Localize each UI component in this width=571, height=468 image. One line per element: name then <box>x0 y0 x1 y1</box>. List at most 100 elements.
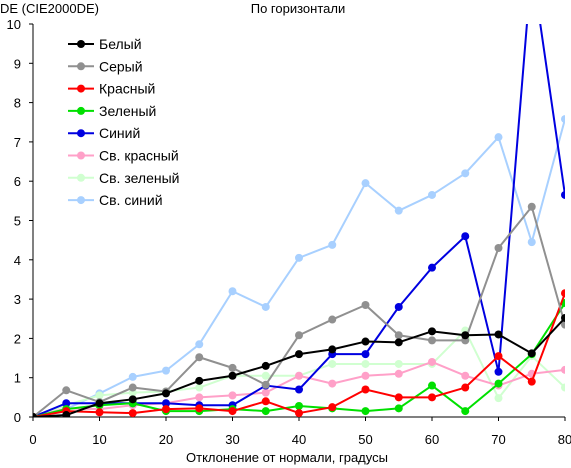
x-axis-label: Отклонение от нормали, градусы <box>186 450 388 465</box>
data-point <box>228 371 237 380</box>
legend-label: Серый <box>99 58 143 74</box>
data-point <box>428 381 436 390</box>
data-point <box>295 371 303 380</box>
data-point <box>261 397 270 406</box>
legend-swatch-marker <box>77 40 85 48</box>
legend-label: Зеленый <box>99 103 156 119</box>
legend-item: Зеленый <box>68 103 156 119</box>
legend-swatch-marker <box>77 129 85 138</box>
data-point <box>494 244 503 253</box>
data-point <box>494 379 503 388</box>
data-point <box>128 383 137 392</box>
x-tick-label: 0 <box>29 432 36 447</box>
data-point <box>162 366 170 375</box>
data-point <box>394 369 403 378</box>
data-point <box>95 399 104 408</box>
data-point <box>394 393 403 402</box>
data-point <box>494 330 503 339</box>
data-point <box>195 383 204 392</box>
y-tick-label: 7 <box>14 135 21 150</box>
data-point <box>494 133 503 142</box>
data-point <box>195 340 204 349</box>
x-tick-label: 40 <box>292 432 306 447</box>
data-point <box>428 357 436 366</box>
data-point <box>561 365 565 374</box>
data-point <box>128 409 137 417</box>
legend-swatch-marker <box>77 196 85 205</box>
data-point <box>394 359 403 368</box>
legend-item: Красный <box>68 81 155 97</box>
data-point <box>228 407 237 416</box>
data-point <box>494 367 503 376</box>
data-point <box>527 202 536 211</box>
data-point <box>328 315 337 324</box>
data-point <box>428 327 436 336</box>
data-point <box>261 380 270 389</box>
data-point <box>62 399 71 408</box>
data-point <box>295 385 303 394</box>
data-point <box>361 350 370 359</box>
data-point <box>261 388 270 397</box>
series-0 <box>33 313 565 417</box>
data-point <box>195 353 204 362</box>
data-point <box>128 395 137 404</box>
data-point <box>494 394 503 403</box>
data-point <box>328 379 337 388</box>
data-point <box>295 350 303 359</box>
legend-item: Серый <box>68 58 143 74</box>
data-point <box>62 386 71 395</box>
x-tick-label: 20 <box>159 432 173 447</box>
x-tick-label: 80 <box>558 432 571 447</box>
data-point <box>162 399 170 408</box>
y-tick-label: 5 <box>14 214 21 229</box>
y-axis-label: DE (CIE2000DE) <box>0 1 99 16</box>
data-point <box>295 331 303 340</box>
data-point <box>394 302 403 311</box>
data-point <box>128 372 137 381</box>
data-point <box>361 359 370 368</box>
data-point <box>361 179 370 188</box>
y-tick-label: 9 <box>14 56 21 71</box>
data-point <box>295 401 303 410</box>
data-point <box>261 302 270 311</box>
x-tick-label: 60 <box>425 432 439 447</box>
legend-label: Белый <box>99 36 142 52</box>
y-tick-label: 3 <box>14 292 21 307</box>
y-tick-label: 10 <box>7 17 21 32</box>
data-point <box>428 336 436 345</box>
data-point <box>361 337 370 346</box>
data-point <box>162 389 170 398</box>
data-point <box>361 407 370 416</box>
data-point <box>361 300 370 309</box>
x-tick-label: 70 <box>491 432 505 447</box>
data-point <box>195 393 204 402</box>
legend-item: Св. зеленый <box>68 170 179 186</box>
data-point <box>428 190 436 199</box>
data-point <box>33 413 37 417</box>
y-tick-label: 6 <box>14 174 21 189</box>
data-point <box>561 190 565 199</box>
legend-label: Св. красный <box>99 148 179 164</box>
legend-label: Св. зеленый <box>99 170 179 186</box>
data-point <box>95 391 104 400</box>
legend-swatch-marker <box>77 62 85 71</box>
data-point <box>162 405 170 414</box>
y-tick-label: 0 <box>14 410 21 425</box>
data-point <box>461 383 470 392</box>
data-point <box>527 238 536 247</box>
y-tick-label: 8 <box>14 96 21 111</box>
x-tick-label: 50 <box>358 432 372 447</box>
data-point <box>261 361 270 370</box>
legend-item: Св. синий <box>68 192 163 208</box>
legend-swatch-marker <box>77 84 85 93</box>
data-point <box>95 408 104 417</box>
data-point <box>394 404 403 413</box>
legend-swatch-marker <box>77 151 85 160</box>
data-point <box>361 385 370 394</box>
data-point <box>461 169 470 178</box>
data-point <box>561 320 565 329</box>
legend-swatch-marker <box>77 173 85 182</box>
x-tick-label: 10 <box>92 432 106 447</box>
data-point <box>561 383 565 392</box>
